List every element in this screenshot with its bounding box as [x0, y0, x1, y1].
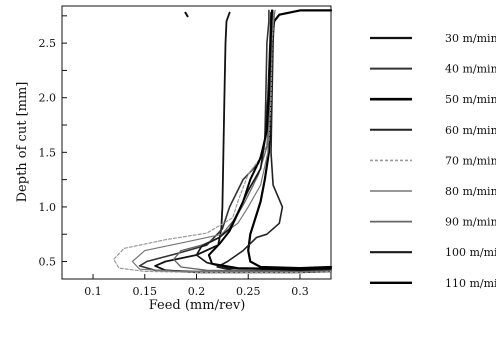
- x-tick-label: 0.15: [133, 285, 158, 298]
- y-tick-label: 0.5: [39, 256, 57, 269]
- pen-mark: [184, 11, 189, 18]
- x-tick-label: 0.3: [291, 285, 309, 298]
- legend-label: 70 m/min: [445, 154, 496, 167]
- axis-layer: 0.1 0.15 0.2 0.25 0.3 0.5 1.0 1.5 2.0 2.5: [39, 15, 309, 298]
- legend-label: 50 m/min: [445, 93, 496, 106]
- legend-label: 110 m/min: [445, 277, 496, 290]
- legend-label: 30 m/min: [445, 32, 496, 45]
- y-tick-label: 1.0: [39, 201, 57, 214]
- series-line: [138, 9, 332, 273]
- legend-label: 100 m/min: [445, 246, 496, 259]
- legend-label: 40 m/min: [445, 63, 496, 76]
- y-axis-label: Depth of cut [mm]: [15, 82, 30, 203]
- y-tick-label: 1.5: [39, 146, 57, 159]
- legend-label: 90 m/min: [445, 216, 496, 229]
- plot-frame: [61, 5, 332, 280]
- x-axis-label: Feed (mm/rev): [149, 298, 246, 313]
- x-tick-label: 0.2: [188, 285, 206, 298]
- legend: 30 m/min 40 m/min 50 m/min 60 m/min 70 m/min…: [370, 32, 496, 290]
- series-line: [173, 9, 332, 273]
- series-line: [207, 9, 332, 271]
- x-tick-label: 0.25: [236, 285, 261, 298]
- series-line: [131, 9, 332, 272]
- x-tick-label: 0.1: [84, 285, 102, 298]
- series-line: [247, 9, 333, 270]
- series-line: [216, 11, 332, 273]
- legend-label: 80 m/min: [445, 185, 496, 198]
- series-line: [154, 11, 332, 274]
- legend-label: 60 m/min: [445, 124, 496, 137]
- series-layer: [113, 9, 333, 274]
- y-tick-label: 2.0: [39, 92, 57, 105]
- y-tick-label: 2.5: [39, 37, 57, 50]
- series-line: [113, 12, 332, 273]
